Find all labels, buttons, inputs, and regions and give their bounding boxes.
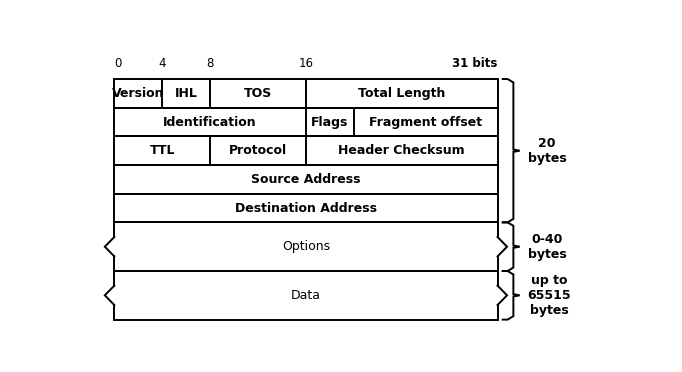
Text: Data: Data — [291, 289, 321, 302]
Text: 0-40
bytes: 0-40 bytes — [528, 233, 566, 261]
Text: 31 bits: 31 bits — [452, 57, 498, 70]
Text: Identification: Identification — [163, 116, 257, 128]
Text: Source Address: Source Address — [251, 173, 361, 186]
Text: Protocol: Protocol — [229, 144, 287, 157]
Text: Flags: Flags — [311, 116, 349, 128]
Text: Total Length: Total Length — [358, 87, 445, 100]
Text: IHL: IHL — [175, 87, 198, 100]
Text: Version: Version — [112, 87, 164, 100]
Text: TOS: TOS — [244, 87, 272, 100]
Text: Options: Options — [282, 240, 330, 253]
Text: Destination Address: Destination Address — [235, 202, 377, 215]
Text: 4: 4 — [158, 57, 166, 70]
Text: 20
bytes: 20 bytes — [528, 137, 566, 165]
Text: Header Checksum: Header Checksum — [338, 144, 465, 157]
Text: Fragment offset: Fragment offset — [369, 116, 482, 128]
Text: up to
65515
bytes: up to 65515 bytes — [528, 274, 572, 317]
Text: TTL: TTL — [149, 144, 175, 157]
Text: 0: 0 — [115, 57, 121, 70]
Text: 8: 8 — [207, 57, 214, 70]
Text: 16: 16 — [299, 57, 314, 70]
